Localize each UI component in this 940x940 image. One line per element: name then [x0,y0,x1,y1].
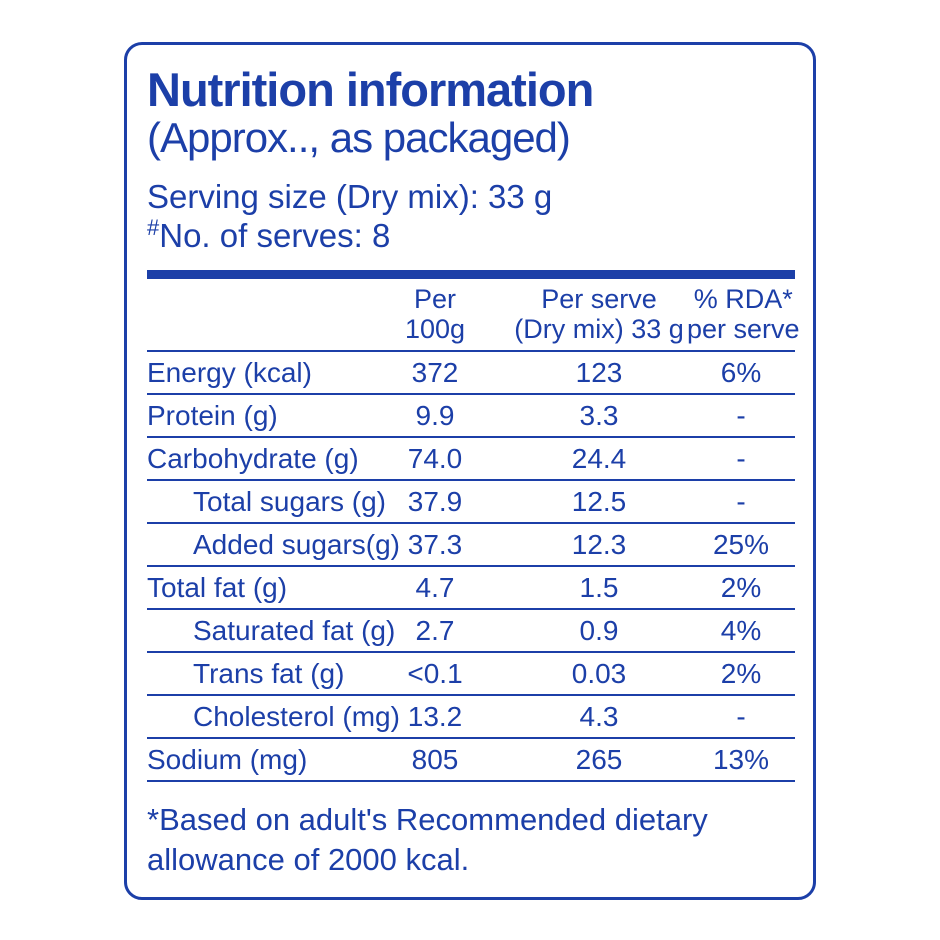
col-header-line: Per [413,283,457,314]
footnote-line: *Based on adult's Recommended dietary [147,802,708,838]
per-serve-value: 265 [575,743,623,775]
nutrition-table: Per 100g Per serve (Dry mix) 33 g % RDA*… [147,269,800,783]
per-100g-value: 9.9 [415,399,455,431]
per-serve-value: 0.9 [579,614,619,646]
per-serve-value: 123 [575,356,623,388]
per-100g-value: 4.7 [415,571,455,603]
per-serve-value: 0.03 [571,657,627,689]
panel-subtitle: (Approx.., as packaged) [147,114,571,162]
rda-value: - [736,700,746,732]
rda-value: 2% [720,571,762,603]
nutrient-label: Total fat (g) [147,571,288,603]
footnote-line: allowance of 2000 kcal. [147,841,470,877]
table-row: Total sugars (g) 37.9 12.5 - [147,481,795,525]
nutrient-label: Saturated fat (g) [193,614,396,646]
table-row: Saturated fat (g) 2.7 0.9 4% [147,610,795,654]
table-row: Added sugars(g) 37.3 12.3 25% [147,524,795,568]
rda-footnote: *Based on adult's Recommended dietary al… [147,800,795,879]
table-row: Protein (g) 9.9 3.3 - [147,395,795,439]
rda-value: - [736,485,746,517]
rda-value: - [736,399,746,431]
per-serve-value: 3.3 [579,399,619,431]
rda-value: - [736,442,746,474]
col-header-per-serve: Per serve (Dry mix) 33 g [511,284,687,344]
per-100g-value: 372 [411,356,459,388]
serves-value: No. of serves: 8 [159,217,391,255]
table-row: Cholesterol (mg) 13.2 4.3 - [147,696,795,740]
nutrient-label: Total sugars (g) [193,485,386,517]
col-header-line: 100g [404,314,466,345]
per-serve-value: 4.3 [579,700,619,732]
per-100g-value: 74.0 [407,442,463,474]
per-100g-value: 37.3 [407,528,463,560]
col-header-line: Per serve [541,283,657,314]
per-100g-value: 805 [411,743,459,775]
table-row: Trans fat (g) <0.1 0.03 2% [147,653,795,697]
table-row: Carbohydrate (g) 74.0 24.4 - [147,438,795,482]
per-100g-value: 13.2 [407,700,463,732]
serves-hash-mark: # [147,215,160,241]
rda-value: 4% [720,614,762,646]
nutrient-label: Cholesterol (mg) [193,700,400,732]
nutrient-label: Carbohydrate (g) [147,442,359,474]
nutrient-label: Added sugars(g) [193,528,401,560]
rda-value: 13% [712,743,770,775]
col-header-line: % RDA* [693,283,793,314]
table-row: Total fat (g) 4.7 1.5 2% [147,567,795,611]
panel-title: Nutrition information [147,63,594,116]
rda-value: 25% [712,528,770,560]
per-serve-value: 1.5 [579,571,619,603]
rda-value: 6% [720,356,762,388]
per-serve-value: 24.4 [571,442,627,474]
table-row: Energy (kcal) 372 123 6% [147,352,795,396]
nutrient-label: Sodium (mg) [147,743,308,775]
col-header-line: (Dry mix) 33 g [514,314,684,345]
nutrient-label: Protein (g) [147,399,278,431]
table-header-row: Per 100g Per serve (Dry mix) 33 g % RDA*… [147,279,800,353]
table-row: Sodium (mg) 805 265 13% [147,739,795,783]
col-header-rda: % RDA* per serve [687,284,800,344]
serves-text: #No. of serves: 8 [147,216,795,256]
col-header-line: per serve [687,314,800,345]
per-100g-value: 37.9 [407,485,463,517]
per-serve-value: 12.3 [571,528,627,560]
per-100g-value: <0.1 [407,657,463,689]
per-100g-value: 2.7 [415,614,455,646]
nutrition-panel: Nutrition information (Approx.., as pack… [124,42,816,900]
per-serve-value: 12.5 [571,485,627,517]
nutrient-label: Trans fat (g) [193,657,345,689]
nutrient-label: Energy (kcal) [147,356,312,388]
serving-size-text: Serving size (Dry mix): 33 g [147,177,553,215]
rda-value: 2% [720,657,762,689]
col-header-per-100g: Per 100g [359,284,511,344]
